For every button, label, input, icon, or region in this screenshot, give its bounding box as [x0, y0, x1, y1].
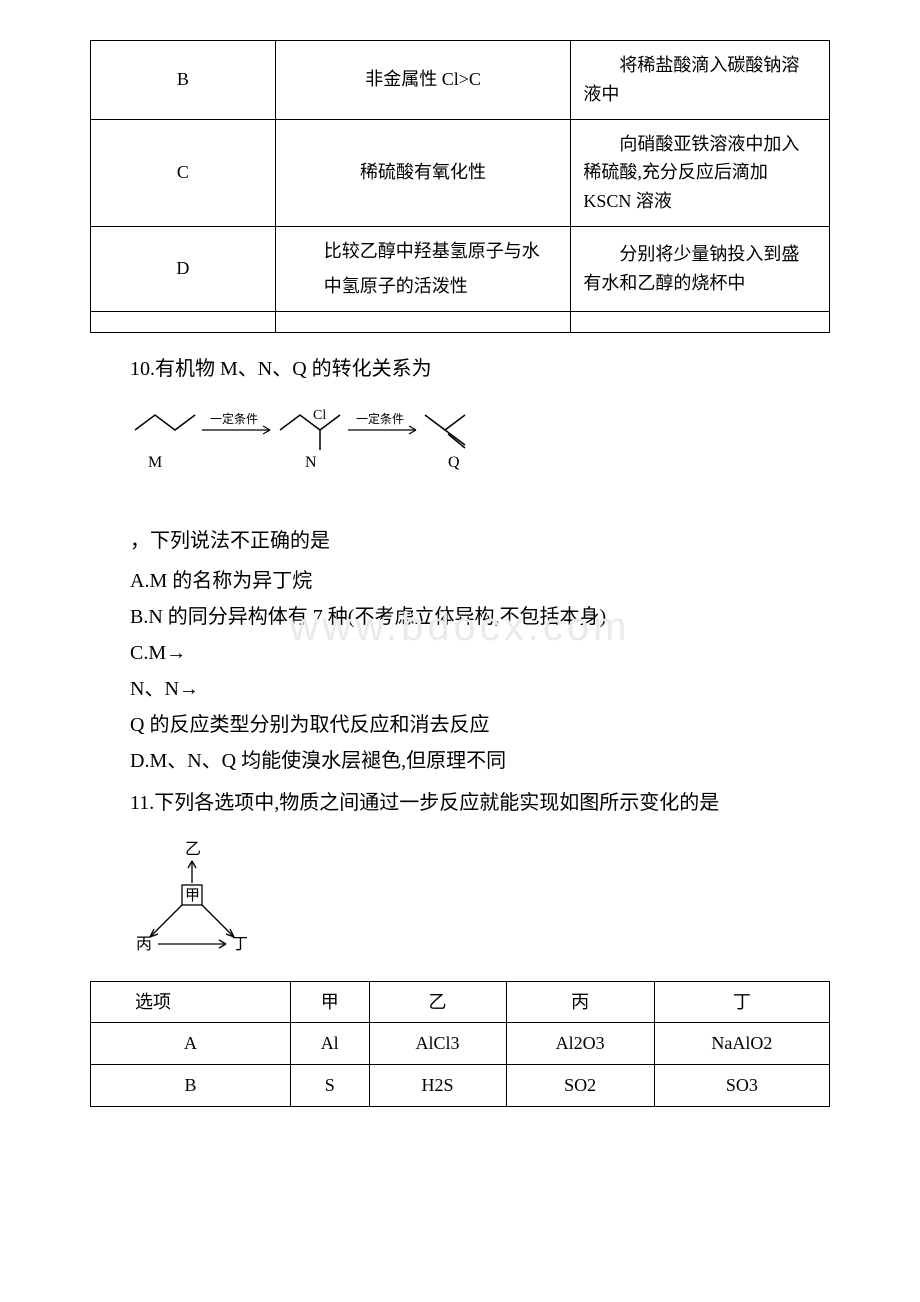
- row-c-right: 向硝酸亚铁溶液中加入稀硫酸,充分反应后滴加 KSCN 溶液: [571, 119, 830, 226]
- table-row: B 非金属性 Cl>C 将稀盐酸滴入碳酸钠溶液中: [91, 41, 830, 120]
- cond-2: 一定条件: [356, 411, 404, 426]
- t2-h2: 乙: [369, 981, 506, 1023]
- q10-opt-d: D.M、N、Q 均能使溴水层褪色,但原理不同: [90, 745, 830, 777]
- row-c-label: C: [91, 119, 276, 226]
- row-b-label: B: [91, 41, 276, 120]
- cl-label: Cl: [313, 407, 326, 422]
- t2-a0: A: [91, 1023, 291, 1065]
- empty-cell: [91, 311, 276, 332]
- row-d-right: 分别将少量钠投入到盛有水和乙醇的烧杯中: [571, 226, 830, 311]
- cond-1: 一定条件: [210, 411, 258, 426]
- row-b-right: 将稀盐酸滴入碳酸钠溶液中: [571, 41, 830, 120]
- table-row: A Al AlCl3 Al2O3 NaAlO2: [91, 1023, 830, 1065]
- table-row: 选项 甲 乙 丙 丁: [91, 981, 830, 1023]
- q11-br: 丁: [232, 936, 248, 953]
- row-d-mid-line2: 中氢原子的活泼性: [288, 272, 559, 301]
- t2-h4: 丁: [654, 981, 829, 1023]
- q10-stem: 10.有机物 M、N、Q 的转化关系为: [90, 353, 830, 385]
- row-d-mid: 比较乙醇中羟基氢原子与水 中氢原子的活泼性: [275, 226, 571, 311]
- q11-top: 乙: [185, 841, 201, 858]
- n-label: N: [305, 454, 317, 471]
- q10-opt-c2: N、N→: [90, 673, 830, 705]
- row-d-mid-line1: 比较乙醇中羟基氢原子与水: [288, 237, 559, 266]
- table-options-2: 选项 甲 乙 丙 丁 A Al AlCl3 Al2O3 NaAlO2 B S H…: [90, 981, 830, 1107]
- q10-opt-a: A.M 的名称为异丁烷: [90, 565, 830, 597]
- q10-diagram: M 一定条件 Cl N 一定条件: [130, 405, 490, 505]
- empty-cell: [571, 311, 830, 332]
- t2-a4: NaAlO2: [654, 1023, 829, 1065]
- t2-h0: 选项: [91, 981, 291, 1023]
- q-label: Q: [448, 454, 460, 471]
- table-row: B S H2S SO2 SO3: [91, 1065, 830, 1107]
- q11-diagram: 乙 甲 丙 丁: [130, 839, 270, 969]
- t2-b0: B: [91, 1065, 291, 1107]
- t2-h1: 甲: [290, 981, 369, 1023]
- q10-opt-c3: Q 的反应类型分别为取代反应和消去反应: [90, 709, 830, 741]
- empty-cell: [275, 311, 571, 332]
- t2-h3: 丙: [506, 981, 654, 1023]
- t2-a1: Al: [290, 1023, 369, 1065]
- q10-opt-c: C.M→: [90, 637, 830, 669]
- table-row: C 稀硫酸有氧化性 向硝酸亚铁溶液中加入稀硫酸,充分反应后滴加 KSCN 溶液: [91, 119, 830, 226]
- q11-stem: 11.下列各选项中,物质之间通过一步反应就能实现如图所示变化的是: [90, 787, 830, 819]
- t2-b4: SO3: [654, 1065, 829, 1107]
- t2-a2: AlCl3: [369, 1023, 506, 1065]
- q10-opt-b: B.N 的同分异构体有 7 种(不考虑立体异构,不包括本身): [90, 601, 830, 633]
- row-c-mid: 稀硫酸有氧化性: [275, 119, 571, 226]
- table-row: D 比较乙醇中羟基氢原子与水 中氢原子的活泼性 分别将少量钠投入到盛有水和乙醇的…: [91, 226, 830, 311]
- q10-tail: ，下列说法不正确的是: [90, 525, 830, 557]
- table-row-empty: [91, 311, 830, 332]
- q11-bl: 丙: [136, 936, 152, 953]
- row-b-mid: 非金属性 Cl>C: [275, 41, 571, 120]
- t2-b2: H2S: [369, 1065, 506, 1107]
- m-label: M: [148, 454, 162, 471]
- t2-a3: Al2O3: [506, 1023, 654, 1065]
- q11-mid: 甲: [185, 888, 200, 904]
- row-d-label: D: [91, 226, 276, 311]
- t2-b3: SO2: [506, 1065, 654, 1107]
- table-options-1: B 非金属性 Cl>C 将稀盐酸滴入碳酸钠溶液中 C 稀硫酸有氧化性 向硝酸亚铁…: [90, 40, 830, 333]
- t2-b1: S: [290, 1065, 369, 1107]
